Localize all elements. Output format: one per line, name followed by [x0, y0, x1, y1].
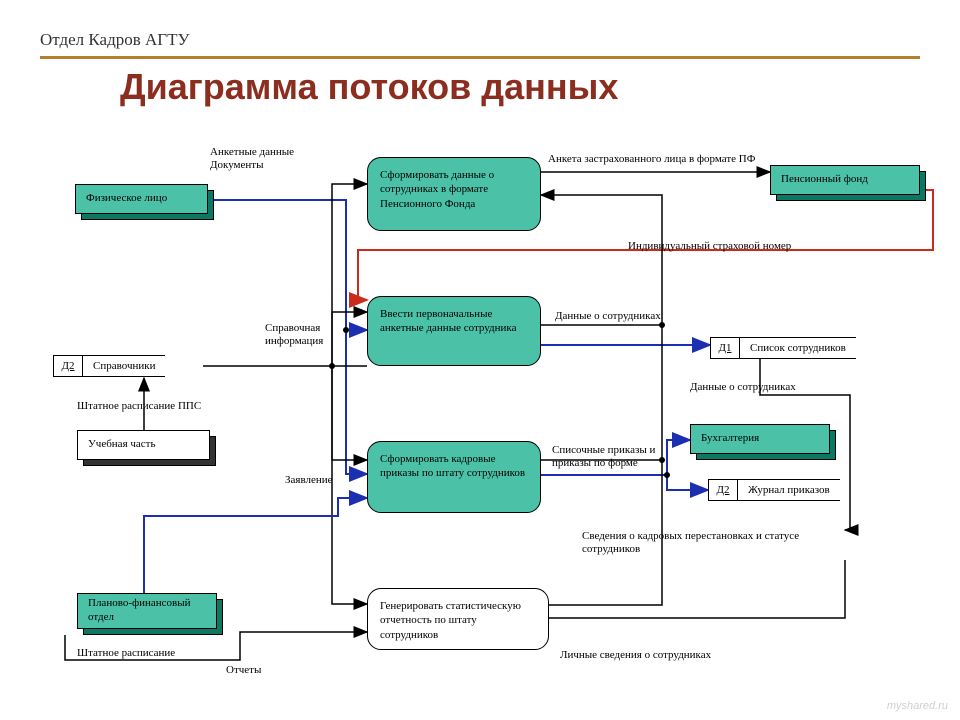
watermark: myshared.ru	[887, 700, 948, 712]
datastore-label: Справочники	[83, 355, 165, 377]
flow-label-personal: Личные сведения о сотрудниках	[560, 649, 711, 662]
flow-label-orders_out: Списочные приказы иприказы по форме	[552, 444, 655, 470]
datastore-id: Д1	[710, 337, 740, 359]
flow-label-staff_sched2: Штатное расписание	[77, 647, 175, 660]
entity-label: Физическое лицо	[75, 184, 208, 214]
entity-phys_person: Физическое лицо	[75, 184, 208, 214]
datastore-ds_ref: Д2Справочники	[53, 355, 208, 377]
flow-label-reports: Отчеты	[226, 664, 261, 677]
entity-label: Пенсионный фонд	[770, 165, 920, 195]
edge-17	[667, 475, 708, 490]
datastore-label: Список сотрудников	[740, 337, 856, 359]
flow-label-reshuffle: Сведения о кадровых перестановках и стат…	[582, 530, 799, 556]
entity-edu_dept: Учебная часть	[77, 430, 210, 460]
header-rule	[40, 56, 920, 59]
datastore-id: Д2	[53, 355, 83, 377]
process-p_stats: Генерировать статистическую отчетность п…	[367, 588, 549, 650]
flow-label-anket_docs: Анкетные данныеДокументы	[210, 146, 294, 172]
edge-6	[332, 366, 367, 460]
edge-9	[144, 498, 367, 593]
junction-0	[343, 327, 349, 333]
flow-label-emp_data: Данные о сотрудниках	[555, 310, 661, 323]
flow-label-staff_sched: Штатное расписание ППС	[77, 400, 201, 413]
edge-18	[549, 560, 845, 618]
edge-19	[541, 195, 662, 325]
datastore-label: Журнал приказов	[738, 479, 840, 501]
process-p_enter: Ввести первоначальные анкетные данные со…	[367, 296, 541, 366]
diagram-page: Отдел Кадров АГТУ Диаграмма потоков данн…	[0, 0, 960, 720]
entity-label: Бухгалтерия	[690, 424, 830, 454]
entity-pension_fund: Пенсионный фонд	[770, 165, 920, 195]
flow-label-ind_number: Индивидуальный страховой номер	[628, 240, 791, 253]
flow-label-ref_info: Справочнаяинформация	[265, 322, 323, 348]
page-title: Диаграмма потоков данных	[120, 66, 618, 108]
datastore-id: Д2	[708, 479, 738, 501]
edge-20	[541, 325, 662, 460]
edge-1	[346, 200, 367, 474]
entity-label: Учебная часть	[77, 430, 210, 460]
entity-label: Планово-финансовый отдел	[77, 593, 217, 629]
junction-3	[659, 457, 665, 463]
edge-2	[332, 184, 367, 366]
entity-fin_dept: Планово-финансовый отдел	[77, 593, 217, 629]
flow-label-emp_data2: Данные о сотрудниках	[690, 381, 796, 394]
junction-1	[329, 363, 335, 369]
entity-accounting: Бухгалтерия	[690, 424, 830, 454]
edge-0	[208, 200, 367, 330]
flow-label-pf_anketa: Анкета застрахованного лица в формате ПФ	[548, 153, 755, 166]
edge-7	[332, 366, 367, 604]
flow-label-application: Заявление	[285, 474, 333, 487]
process-p_orders: Сформировать кадровые приказы по штату с…	[367, 441, 541, 513]
junction-4	[664, 472, 670, 478]
datastore-ds_orders: Д2Журнал приказов	[708, 479, 903, 501]
process-p_form_pf: Сформировать данные о сотрудниках в форм…	[367, 157, 541, 231]
edge-4	[332, 312, 367, 366]
page-subtitle: Отдел Кадров АГТУ	[40, 30, 190, 50]
datastore-ds_staff: Д1Список сотрудников	[710, 337, 915, 359]
